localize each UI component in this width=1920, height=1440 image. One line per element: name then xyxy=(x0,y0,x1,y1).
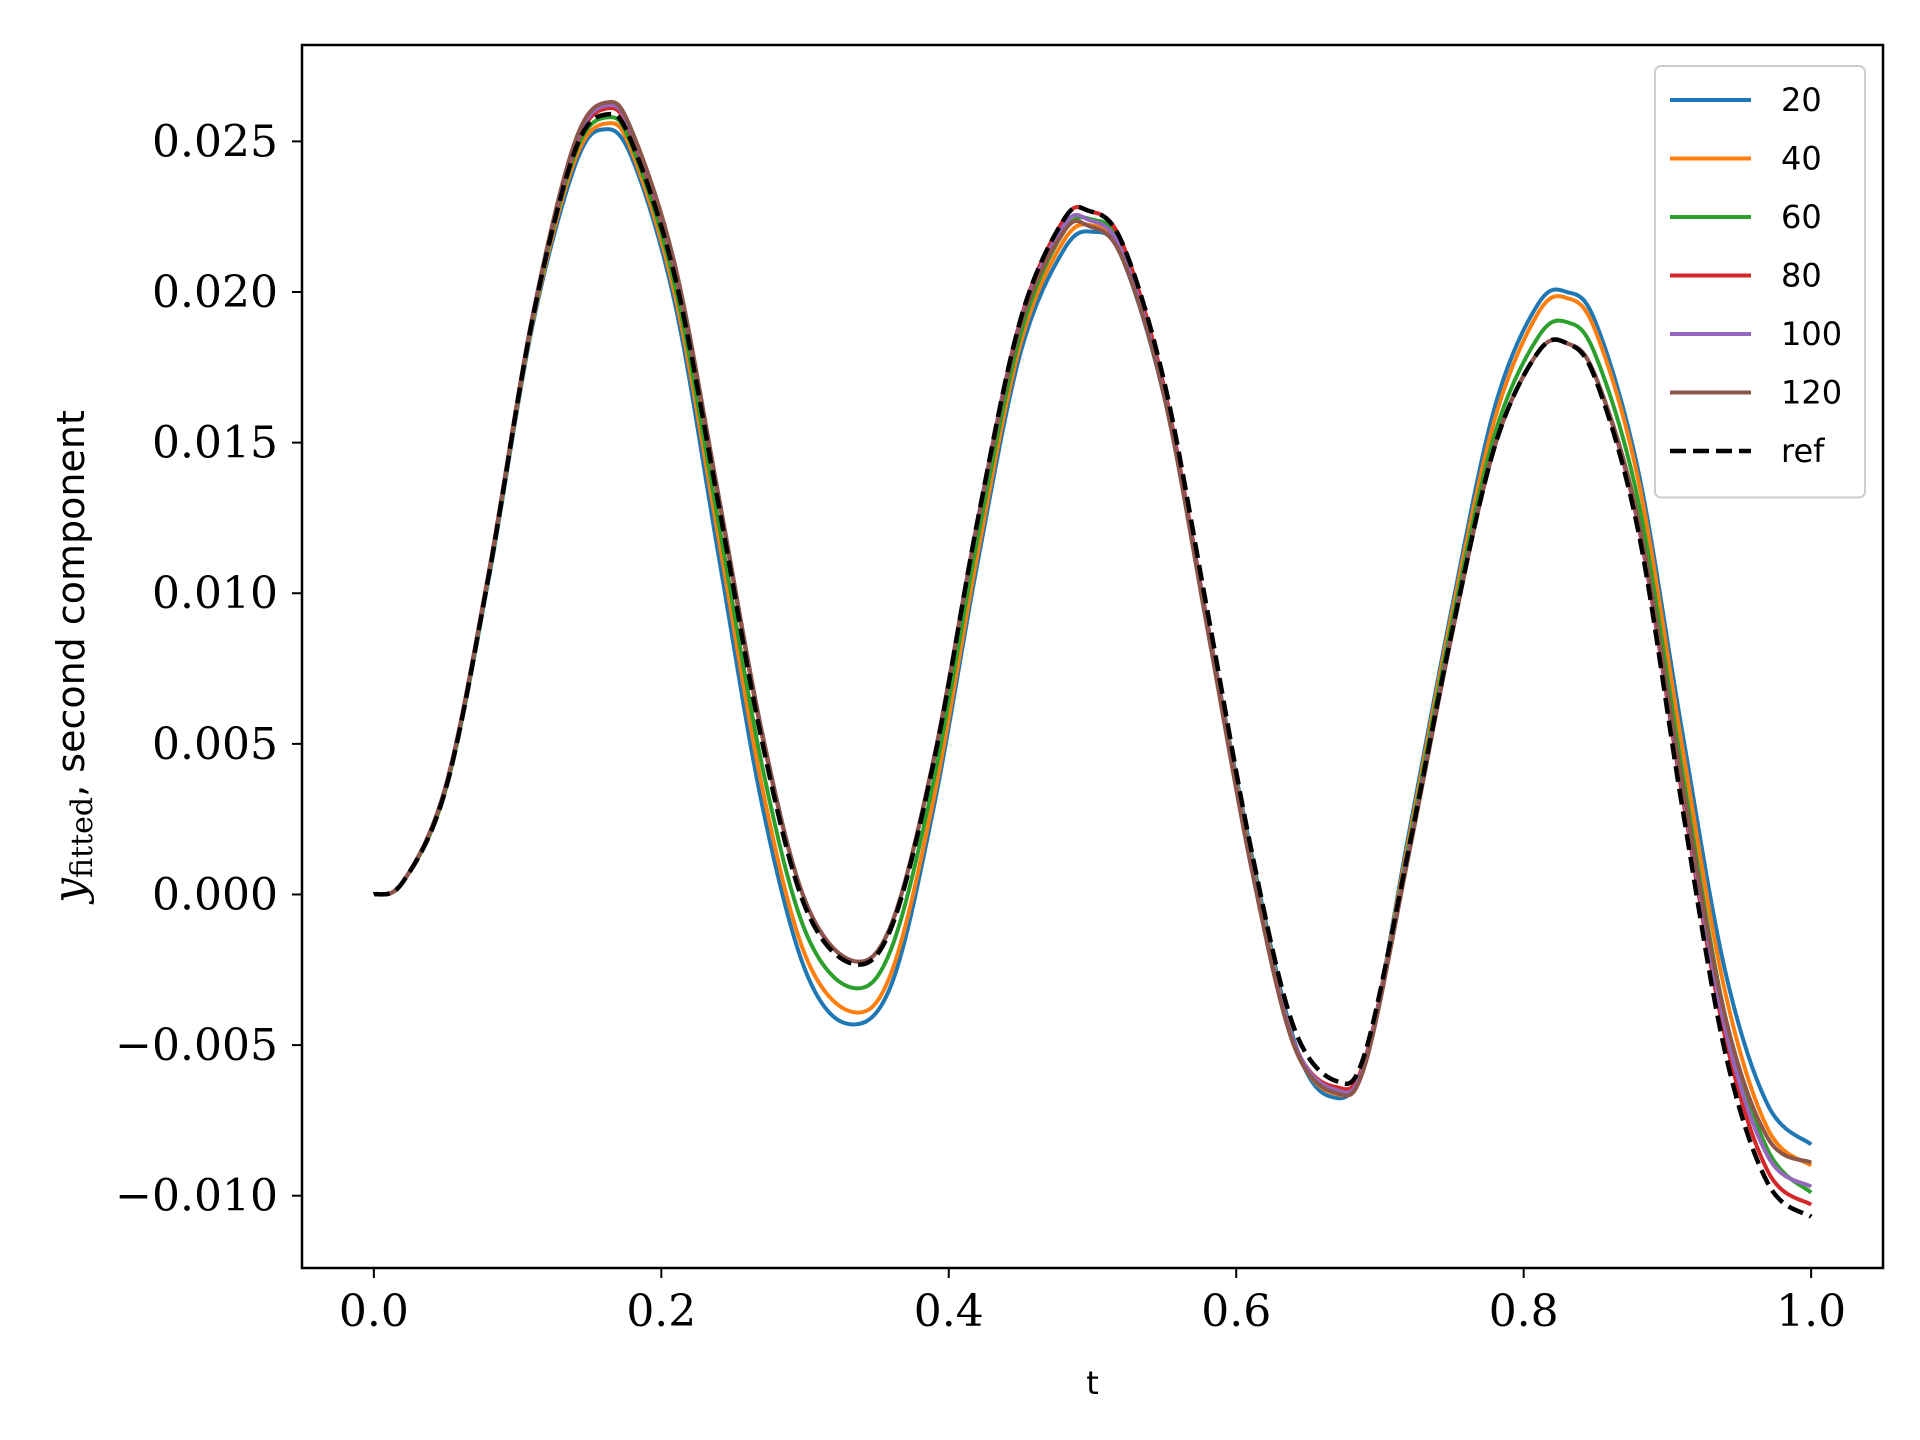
y-tick-label: 0.010 xyxy=(152,568,278,619)
series-line-20 xyxy=(373,127,1813,1147)
y-tick-label: 0.005 xyxy=(152,719,278,770)
x-tick-label: 0.4 xyxy=(914,1286,984,1337)
plot-frame xyxy=(300,43,1885,1270)
series-layer xyxy=(372,99,1813,1219)
legend-label-ref: ref xyxy=(1781,432,1825,470)
x-tick-label: 0.2 xyxy=(626,1286,696,1337)
y-axis-label-variable: y xyxy=(44,877,95,905)
legend: 20 40 60 80 100 120 ref xyxy=(1654,65,1866,499)
legend-label-120: 120 xyxy=(1781,374,1842,412)
legend-label-20: 20 xyxy=(1781,81,1822,119)
y-axis-label-subscript: fitted xyxy=(65,797,100,878)
x-axis: 0.0 0.2 0.4 0.6 0.8 1.0 xyxy=(339,1268,1846,1337)
y-tick-label: 0.025 xyxy=(152,116,278,167)
y-axis-label-text: , second component xyxy=(49,410,93,797)
y-tick-label: 0.000 xyxy=(152,869,278,920)
legend-items: 20 40 60 80 100 120 ref xyxy=(1670,81,1842,470)
legend-label-100: 100 xyxy=(1781,315,1842,353)
legend-label-60: 60 xyxy=(1781,198,1822,236)
y-tick-label: 0.015 xyxy=(152,418,278,469)
legend-box xyxy=(1654,65,1866,499)
x-tick-label: 0.0 xyxy=(339,1286,409,1337)
y-tick-label: 0.020 xyxy=(152,267,278,318)
y-axis: −0.010 −0.005 0.000 0.005 0.010 0.015 0.020 0.0… xyxy=(115,116,302,1222)
y-tick-label: −0.010 xyxy=(115,1171,278,1222)
series-line-ref xyxy=(372,111,1813,1219)
y-axis-label: yfitted, second component xyxy=(44,410,100,905)
x-tick-label: 0.6 xyxy=(1201,1286,1271,1337)
x-tick-label: 0.8 xyxy=(1489,1286,1559,1337)
x-axis-label: t xyxy=(1086,1364,1099,1402)
x-tick-label: 1.0 xyxy=(1776,1286,1846,1337)
y-tick-label: −0.005 xyxy=(115,1020,278,1071)
legend-label-40: 40 xyxy=(1781,140,1822,178)
legend-label-80: 80 xyxy=(1781,257,1822,295)
